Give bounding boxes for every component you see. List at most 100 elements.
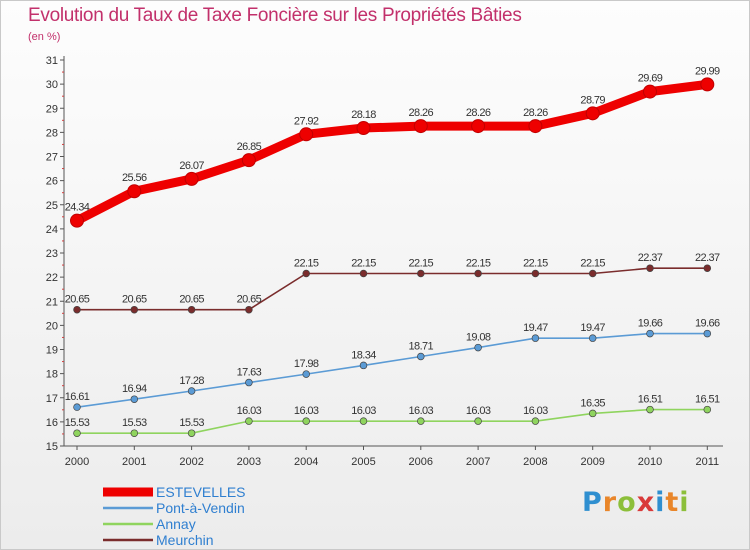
data-label: 17.63 xyxy=(237,367,262,379)
data-label: 28.26 xyxy=(409,107,434,119)
y-tick-label: 25 xyxy=(46,200,58,212)
data-point xyxy=(531,417,540,425)
x-tick-label: 2004 xyxy=(294,456,318,468)
data-point xyxy=(359,269,368,278)
data-label: 19.66 xyxy=(695,318,720,330)
data-point xyxy=(187,429,196,437)
data-point xyxy=(130,305,139,314)
data-label: 19.66 xyxy=(638,318,663,330)
data-point xyxy=(474,343,482,352)
y-tick-label: 20 xyxy=(46,320,58,332)
data-label: 17.98 xyxy=(294,358,319,370)
data-label: 28.26 xyxy=(466,107,491,119)
data-point xyxy=(73,429,81,437)
x-tick-label: 2001 xyxy=(122,456,146,468)
data-label: 25.56 xyxy=(122,172,147,184)
data-label: 19.47 xyxy=(523,322,548,334)
y-tick-label: 27 xyxy=(46,152,58,164)
data-point xyxy=(73,403,81,411)
data-point xyxy=(646,264,654,272)
data-point xyxy=(531,269,540,278)
legend-label: ESTEVELLES xyxy=(156,484,246,500)
y-tick-label: 17 xyxy=(46,393,58,405)
data-point xyxy=(241,153,256,168)
data-point xyxy=(356,121,371,136)
data-label: 20.65 xyxy=(179,294,204,306)
chart-subtitle: (en %) xyxy=(28,31,61,43)
y-tick-label: 16 xyxy=(46,417,58,429)
data-label: 22.15 xyxy=(466,258,491,270)
data-point xyxy=(302,269,310,278)
data-label: 16.51 xyxy=(695,394,720,406)
data-label: 27.92 xyxy=(294,115,319,127)
data-point xyxy=(700,77,715,92)
data-label: 20.65 xyxy=(65,294,90,306)
brand-letter: r xyxy=(602,487,618,518)
data-label: 22.37 xyxy=(638,252,663,264)
y-tick-label: 15 xyxy=(46,441,58,453)
x-tick-label: 2000 xyxy=(65,456,89,468)
data-label: 22.15 xyxy=(523,258,548,270)
data-label: 16.61 xyxy=(65,391,90,403)
data-label: 16.35 xyxy=(580,397,605,409)
data-label: 15.53 xyxy=(65,417,90,429)
x-tick-label: 2003 xyxy=(237,456,261,468)
data-point xyxy=(184,171,199,186)
data-label: 22.15 xyxy=(580,258,605,270)
y-tick-label: 29 xyxy=(46,103,58,115)
data-label: 22.15 xyxy=(409,258,434,270)
y-tick-label: 23 xyxy=(46,248,58,260)
data-point xyxy=(417,269,425,278)
data-label: 16.03 xyxy=(351,405,376,417)
y-tick-label: 19 xyxy=(46,345,58,357)
data-point xyxy=(588,409,597,418)
data-point xyxy=(302,370,310,378)
data-label: 18.34 xyxy=(351,349,376,361)
y-tick-label: 24 xyxy=(46,224,58,236)
data-label: 22.15 xyxy=(351,258,376,270)
series-line-pont-vendin xyxy=(76,332,709,408)
data-label: 28.18 xyxy=(351,109,376,121)
data-point xyxy=(359,417,368,425)
data-point xyxy=(585,106,600,121)
data-label: 28.79 xyxy=(580,94,605,106)
data-label: 24.34 xyxy=(65,202,90,214)
data-point xyxy=(703,329,712,338)
data-point xyxy=(471,119,486,134)
chart-title: Evolution du Taux de Taxe Foncière sur l… xyxy=(28,5,522,26)
data-label: 16.03 xyxy=(237,405,262,417)
data-label: 28.26 xyxy=(523,107,548,119)
data-label: 16.03 xyxy=(409,405,434,417)
data-point xyxy=(245,417,253,425)
data-label: 20.65 xyxy=(237,294,262,306)
y-tick-label: 22 xyxy=(46,272,58,284)
data-point xyxy=(130,429,139,437)
data-point xyxy=(417,352,425,361)
series-line-estevelles xyxy=(72,79,712,226)
data-point xyxy=(474,269,482,278)
x-tick-label: 2005 xyxy=(351,456,375,468)
data-point xyxy=(130,395,139,403)
x-tick-label: 2009 xyxy=(580,456,604,468)
data-point xyxy=(643,84,657,99)
data-point xyxy=(245,378,253,387)
y-tick-label: 18 xyxy=(46,369,58,381)
data-point xyxy=(703,264,712,272)
y-tick-label: 21 xyxy=(46,296,58,308)
legend-label: Pont-à-Vendin xyxy=(156,500,245,516)
data-point xyxy=(588,269,597,278)
data-label: 26.85 xyxy=(237,141,262,153)
x-tick-label: 2008 xyxy=(523,456,547,468)
data-label: 29.69 xyxy=(638,73,663,85)
x-tick-label: 2006 xyxy=(409,456,433,468)
data-label: 16.94 xyxy=(122,383,147,395)
data-label: 15.53 xyxy=(122,417,147,429)
brand-letter: t xyxy=(665,487,680,518)
data-point xyxy=(127,184,142,199)
data-label: 17.28 xyxy=(179,375,204,387)
data-point xyxy=(187,387,196,395)
series-line-meurchin xyxy=(76,267,709,311)
brand-letter: o xyxy=(617,487,637,518)
